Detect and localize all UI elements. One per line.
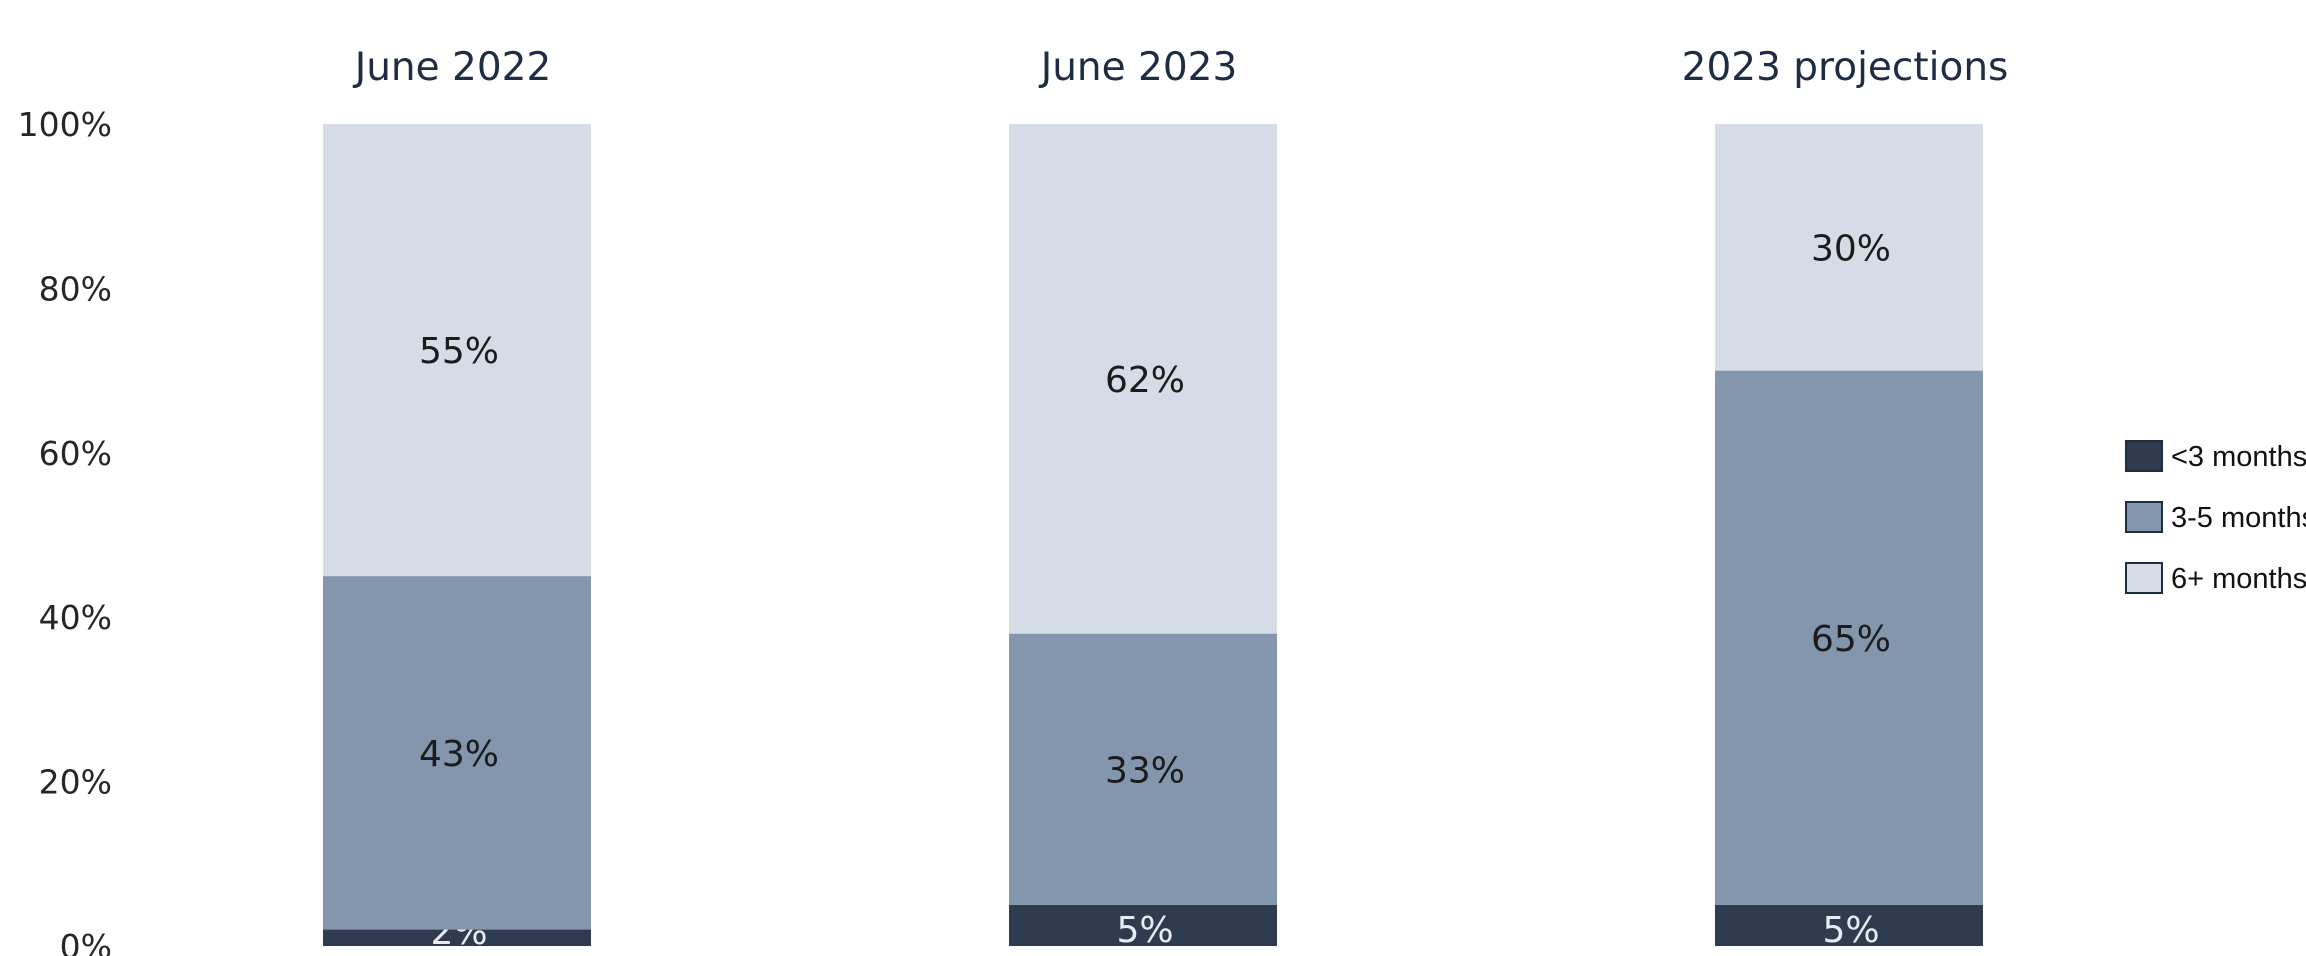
bar-segment: [1715, 370, 1983, 905]
y-tick-label: 80%: [39, 269, 112, 308]
bar-segment: [323, 124, 591, 577]
legend-label: 3-5 months: [2171, 502, 2306, 534]
data-label: 55%: [419, 331, 499, 372]
bar-segment: [323, 576, 591, 930]
bar-segment: [1715, 124, 1983, 371]
bars: 2%43%55%5%33%62%5%65%30%: [323, 124, 1983, 953]
category-title: June 2023: [1038, 45, 1238, 90]
data-label: 62%: [1105, 360, 1185, 401]
data-label: 5%: [1116, 910, 1173, 951]
bar-segment: [1009, 124, 1277, 634]
bar-segment: [1009, 633, 1277, 905]
legend: <3 months 3-5 months 6+ months: [2125, 440, 2306, 595]
legend-swatch: [2125, 562, 2163, 594]
data-label: 43%: [419, 734, 499, 775]
bar-segment: [1715, 904, 1983, 946]
legend-label: <3 months: [2171, 441, 2306, 473]
bar-segment: [1009, 904, 1277, 946]
data-label: 65%: [1811, 619, 1891, 660]
panel-titles: June 2022 June 2023 2023 projections: [352, 45, 2009, 90]
category-title: June 2022: [352, 45, 552, 90]
y-tick-label: 60%: [39, 434, 112, 473]
y-tick-label: 20%: [39, 763, 112, 802]
y-tick-label: 0%: [60, 927, 112, 956]
data-label: 33%: [1105, 750, 1185, 791]
y-tick-label: 40%: [39, 598, 112, 637]
y-axis: 0% 20% 40% 60% 80% 100%: [18, 105, 112, 956]
y-tick-label: 100%: [18, 105, 112, 144]
legend-label: 6+ months: [2171, 563, 2306, 595]
data-label: 30%: [1811, 228, 1891, 269]
legend-swatch: [2125, 440, 2163, 472]
bar-segment: [323, 929, 591, 946]
category-title: 2023 projections: [1682, 45, 2009, 90]
data-label: 5%: [1822, 910, 1879, 951]
legend-swatch: [2125, 501, 2163, 533]
